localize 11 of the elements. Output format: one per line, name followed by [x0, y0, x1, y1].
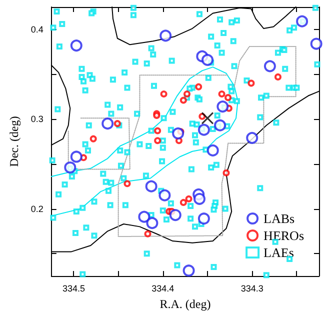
x-axis-title: R.A. (deg): [160, 297, 211, 311]
x-tick-label: 334.3: [240, 284, 264, 294]
legend-label: HEROs: [264, 228, 304, 243]
legend-label: LABs: [264, 211, 295, 226]
y-tick-label: 0.3: [30, 114, 44, 124]
y-tick-label: 0.4: [30, 24, 44, 34]
y-axis-title: Dec. (deg): [7, 116, 21, 167]
legend-label: LAEs: [264, 245, 294, 260]
y-tick-label: 0.2: [30, 204, 44, 214]
x-tick-label: 334.4: [152, 284, 174, 294]
x-tick-label: 334.5: [62, 284, 85, 294]
